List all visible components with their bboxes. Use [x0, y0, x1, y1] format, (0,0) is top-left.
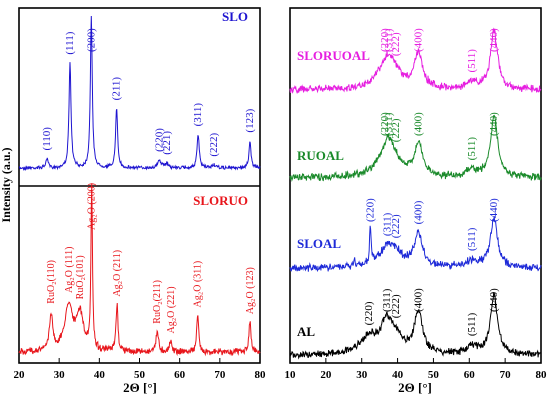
trace-ruoal	[289, 114, 542, 183]
peak-label-sloruo: Ag₂O (311)	[193, 261, 204, 308]
peak-label-al: (222)	[390, 294, 402, 318]
peak-label-sloal: (400)	[412, 200, 424, 224]
peak-label-sloal: (511)	[466, 227, 478, 251]
xrd-labels: SLO(110)(111) (200)(211)(220)(221)(311)(2…	[41, 9, 500, 339]
peak-label-sloal: (311)	[382, 212, 394, 236]
trace-al	[289, 292, 542, 360]
series-label-sloal: SLOAL	[297, 236, 341, 251]
peak-label-sloruo: RuO₂(101)	[75, 255, 86, 299]
peak-label-sloruo: RuO₂(110)	[46, 260, 57, 304]
left-x-ticks: 20 30 40 50 60 70 80	[14, 358, 267, 381]
trace-slo	[18, 15, 261, 172]
peak-label-slo: (220)	[154, 128, 166, 152]
peak-label-sloal: (222)	[390, 214, 402, 238]
series-label-slo: SLO	[222, 9, 248, 24]
peak-label-slo: (211)	[111, 77, 123, 101]
right-x-tick-label: 80	[536, 369, 548, 381]
right-xlabel: 2Θ [°]	[398, 380, 432, 395]
left-x-tick-label: 80	[255, 369, 267, 381]
peak-label-slo: (311)	[192, 103, 204, 127]
peak-label-slo: (200)	[85, 28, 97, 52]
right-x-tick-label: 30	[356, 369, 368, 381]
peak-label-al: (511)	[466, 312, 478, 336]
right-x-tick-label: 10	[285, 369, 297, 381]
left-x-tick-label: 60	[174, 369, 186, 381]
peak-label-ruoal: (222)	[390, 118, 402, 142]
trace-sloruo	[18, 183, 261, 357]
trace-sloal	[289, 215, 542, 273]
peak-label-sloruo: Ag₂O (211)	[112, 250, 123, 297]
peak-label-slo: (123)	[244, 108, 256, 132]
series-label-sloruo: SLORUO	[193, 193, 248, 208]
right-x-tick-label: 40	[392, 369, 404, 381]
right-plot-frame	[289, 7, 542, 364]
right-x-tick-label: 60	[464, 369, 476, 381]
peak-label-ruoal: (400)	[412, 112, 424, 136]
peak-label-al: (311)	[381, 288, 393, 312]
left-ylabel: Intensity (a.u.)	[0, 147, 13, 222]
peak-label-ruoal: (311)	[383, 112, 395, 136]
peak-label-sloal: (220)	[364, 198, 376, 222]
peak-label-sloruoal: (400)	[412, 28, 424, 52]
peak-label-al: (440)	[488, 288, 500, 312]
peak-label-ruoal: (220)	[379, 112, 391, 136]
trace-sloruoal	[289, 27, 542, 94]
peak-label-sloruoal: (440)	[488, 28, 500, 52]
peak-label-sloruoal: (220)	[379, 28, 391, 52]
peak-label-sloruo: Ag₂O (200)	[87, 183, 98, 230]
peak-label-sloruo: Ag₂O (111)	[64, 247, 75, 293]
peak-label-sloal: (440)	[488, 198, 500, 222]
series-label-ruoal: RUOAL	[297, 148, 344, 163]
peak-label-al: (220)	[363, 301, 375, 325]
peak-label-ruoal: (440)	[488, 112, 500, 136]
left-x-tick-label: 30	[54, 369, 66, 381]
peak-label-sloruo: RuO₂(211)	[152, 280, 163, 324]
series-label-al: AL	[297, 324, 315, 339]
right-x-ticks: 10 20 30 40 50 60 70 80	[285, 358, 548, 381]
peak-label-sloruoal: (311)	[383, 28, 395, 52]
left-x-tick-label: 70	[214, 369, 226, 381]
peak-label-sloruo: Ag₂O (221)	[166, 286, 177, 333]
peak-label-slo: (111)	[64, 31, 76, 54]
left-xlabel: 2Θ [°]	[123, 380, 157, 395]
left-x-tick-label: 50	[134, 369, 146, 381]
peak-label-slo: (222)	[208, 132, 220, 156]
left-x-tick-label: 40	[94, 369, 106, 381]
peak-label-sloruo: Ag₂O (123)	[245, 267, 256, 314]
peak-label-slo: (110)	[41, 127, 53, 151]
peak-label-sloruoal: (222)	[390, 32, 402, 56]
right-x-tick-label: 70	[500, 369, 512, 381]
peak-label-sloruoal: (511)	[466, 49, 478, 73]
peak-label-al: (400)	[412, 288, 424, 312]
right-x-tick-label: 20	[320, 369, 332, 381]
peak-label-ruoal: (511)	[466, 137, 478, 161]
right-x-tick-label: 50	[428, 369, 440, 381]
xrd-traces	[18, 15, 542, 360]
peak-label-slo: (221)	[161, 131, 173, 155]
series-label-sloruoal: SLORUOAL	[297, 48, 370, 63]
left-x-tick-label: 20	[14, 369, 26, 381]
